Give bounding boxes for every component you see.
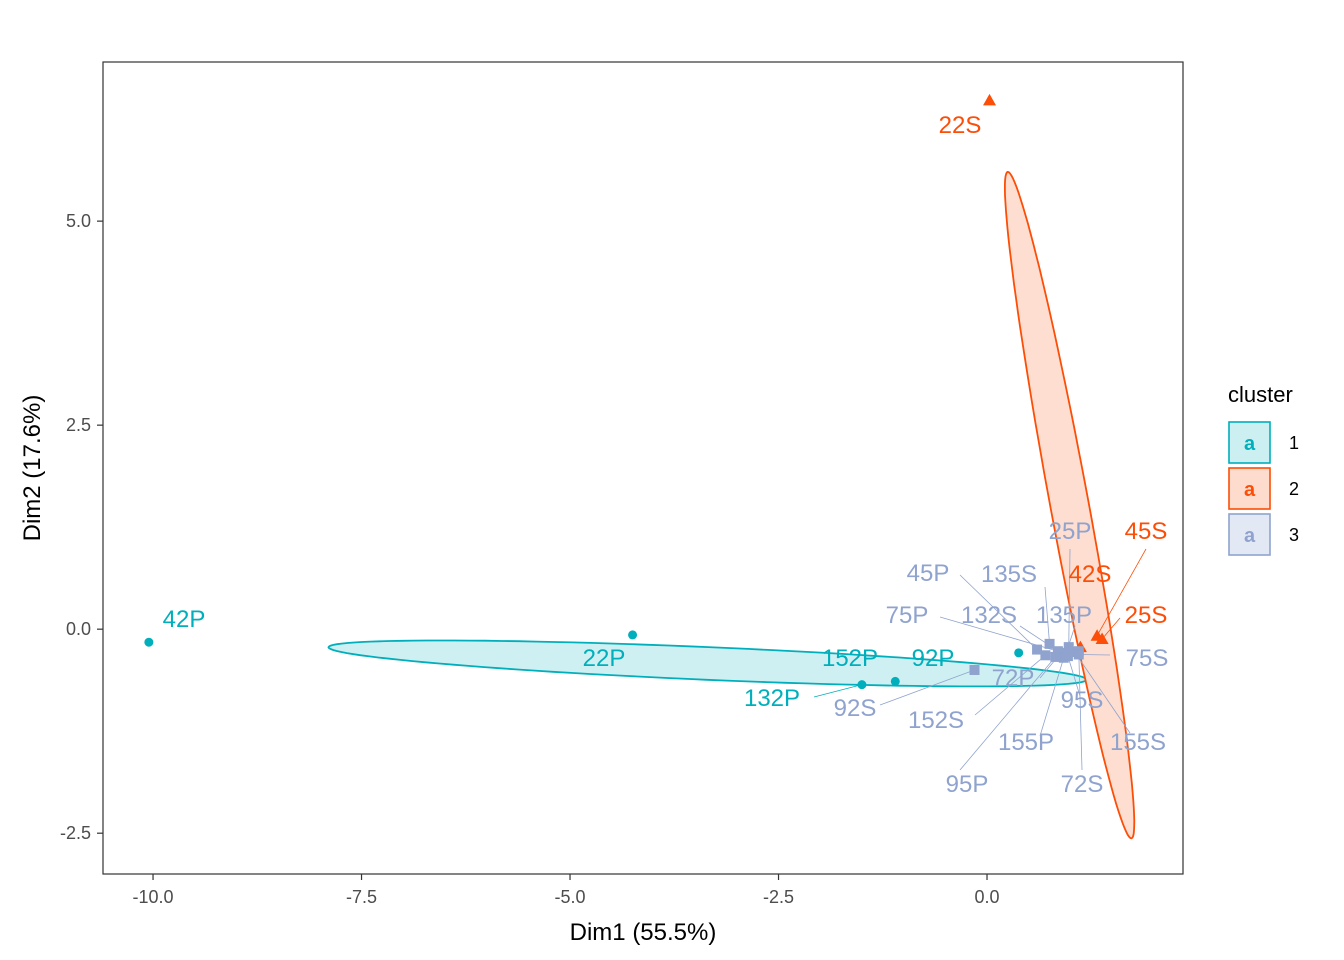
- data-point: [628, 630, 638, 640]
- legend-key-glyph: a: [1244, 433, 1256, 455]
- label-leader-line: [1044, 586, 1050, 644]
- legend-key-2: [1228, 467, 1271, 510]
- legend-key-3: [1228, 513, 1271, 556]
- point-label: 152P: [822, 645, 878, 672]
- point-label: 22P: [583, 645, 626, 672]
- legend-keys: a 1 a 2 a 3: [1228, 421, 1299, 556]
- point-label: 42P: [163, 606, 206, 633]
- data-point: [857, 680, 867, 690]
- point-label: 45S: [1125, 518, 1168, 545]
- label-leader-line: [1067, 655, 1081, 697]
- data-point: [1032, 644, 1043, 655]
- point-label: 152S: [908, 707, 964, 734]
- point-label: 92P: [912, 645, 955, 672]
- legend-label-2: 2: [1289, 479, 1299, 499]
- label-leader-line: [974, 654, 1046, 716]
- legend: cluster a 1 a 2 a 3: [1228, 382, 1299, 556]
- data-point: [1044, 638, 1055, 649]
- x-tick-label: -7.5: [346, 887, 377, 907]
- point-label: 72P: [992, 665, 1035, 692]
- point-label: 155S: [1110, 729, 1166, 756]
- label-leader-lines: [813, 548, 1147, 771]
- legend-title: cluster: [1228, 382, 1293, 407]
- label-leader-line: [959, 574, 1038, 650]
- label-leader-line: [1101, 617, 1121, 640]
- cluster-2-ellipse: [1004, 170, 1136, 840]
- y-axis-title: Dim2 (17.6%): [19, 395, 46, 542]
- point-label: 155P: [998, 729, 1054, 756]
- data-point: [1063, 642, 1074, 653]
- label-leader-line: [1074, 651, 1131, 734]
- data-point: [1073, 649, 1084, 660]
- legend-label-1: 1: [1289, 433, 1299, 453]
- data-point: [969, 664, 980, 675]
- label-leader-line: [1068, 548, 1071, 648]
- y-tick-label: -2.5: [60, 823, 91, 843]
- label-leader-line: [1096, 548, 1147, 636]
- point-label: 75P: [886, 602, 929, 629]
- y-tick-label: 5.0: [66, 211, 91, 231]
- axes: -10.0 -7.5 -5.0 -2.5 0.0 -2.5 0.0 2.5 5.0: [60, 211, 1000, 907]
- label-leader-line: [959, 656, 1056, 771]
- point-label: 135P: [1036, 602, 1092, 629]
- point-label: 25P: [1049, 518, 1092, 545]
- data-points: [144, 93, 1109, 690]
- point-label: 132S: [961, 602, 1017, 629]
- point-label: 72S: [1061, 771, 1104, 798]
- x-tick-label: -5.0: [555, 887, 586, 907]
- label-leader-line: [1078, 651, 1083, 771]
- point-label: 135S: [981, 561, 1037, 588]
- point-label: 75S: [1126, 645, 1169, 672]
- data-point: [1014, 648, 1024, 658]
- data-point: [983, 93, 997, 106]
- data-point: [890, 676, 900, 686]
- data-point: [1095, 632, 1109, 644]
- x-tick-label: -10.0: [133, 887, 174, 907]
- x-tick-label: 0.0: [974, 887, 999, 907]
- legend-key-glyph: a: [1244, 525, 1256, 547]
- y-tick-label: 0.0: [66, 619, 91, 639]
- x-tick-label: -2.5: [763, 887, 794, 907]
- label-leader-line: [1039, 657, 1065, 737]
- panel-background: [102, 61, 1184, 875]
- point-label: 42S: [1069, 561, 1112, 588]
- data-point: [1050, 651, 1061, 662]
- label-leader-line: [813, 684, 863, 698]
- point-labels: 42P 22P 132P 152P 92P 22S 45S 42S 25S 45P 135S 25P 7…: [163, 112, 1169, 798]
- legend-key-1: [1228, 421, 1271, 464]
- point-label: 45P: [907, 560, 950, 587]
- data-point: [1040, 650, 1051, 661]
- point-label: 95P: [946, 771, 989, 798]
- legend-key-glyph: a: [1244, 479, 1256, 501]
- data-point: [144, 637, 154, 647]
- point-label: 92S: [834, 695, 877, 722]
- label-leader-line: [1078, 654, 1111, 656]
- point-label: 95S: [1061, 687, 1104, 714]
- y-tick-label: 2.5: [66, 415, 91, 435]
- point-label: 132P: [744, 685, 800, 712]
- legend-label-3: 3: [1289, 525, 1299, 545]
- point-label: 25S: [1125, 602, 1168, 629]
- label-leader-line: [879, 669, 975, 706]
- point-label: 22S: [939, 112, 982, 139]
- data-point: [1058, 652, 1069, 663]
- x-axis-title: Dim1 (55.5%): [570, 919, 717, 946]
